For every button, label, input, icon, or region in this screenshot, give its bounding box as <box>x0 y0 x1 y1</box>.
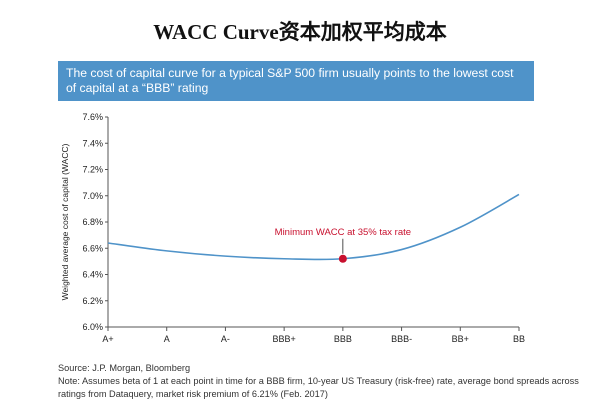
x-tick-label: A+ <box>102 334 113 344</box>
y-axis: 6.0% 6.2% 6.4% 6.6% 6.8% 7.0% 7.2% 7.4% 7.6% Weig… <box>60 112 109 332</box>
source-note: Source: J.P. Morgan, Bloomberg <box>58 363 191 373</box>
minimum-wacc-annotation: Minimum WACC at 35% tax rate <box>275 227 411 238</box>
y-tick-label: 7.2% <box>82 165 103 175</box>
y-tick-label: 6.0% <box>82 322 103 332</box>
series-line <box>107 193 520 261</box>
plot-area: Minimum WACC at 35% tax rate <box>107 193 520 263</box>
x-tick-label: A <box>164 334 170 344</box>
x-axis: A+ A A- BBB+ BBB BBB- BB+ BB <box>102 326 525 344</box>
y-tick-label: 7.0% <box>82 191 103 201</box>
minimum-wacc-marker <box>338 254 347 263</box>
y-tick-label: 7.4% <box>82 138 103 148</box>
page-title: WACC Curve资本加权平均成本 <box>153 20 447 44</box>
x-tick-label: BB+ <box>452 334 469 344</box>
footnote: Note: Assumes beta of 1 at each point in… <box>58 376 579 399</box>
wacc-line-chart: 6.0% 6.2% 6.4% 6.6% 6.8% 7.0% 7.2% 7.4% 7.6% Weig… <box>60 112 525 344</box>
x-tick-label: A- <box>221 334 230 344</box>
y-tick-label: 6.2% <box>82 296 103 306</box>
x-tick-label: BBB- <box>391 334 412 344</box>
chart-banner: The cost of capital curve for a typical … <box>58 61 534 101</box>
y-axis-title: Weighted average cost of capital (WACC) <box>60 143 70 300</box>
y-tick-label: 6.8% <box>82 217 103 227</box>
y-tick-label: 6.4% <box>82 270 103 280</box>
x-tick-label: BBB+ <box>273 334 296 344</box>
x-tick-label: BB <box>513 334 525 344</box>
y-tick-label: 6.6% <box>82 243 103 253</box>
y-tick-label: 7.6% <box>82 112 103 122</box>
x-tick-label: BBB <box>334 334 352 344</box>
